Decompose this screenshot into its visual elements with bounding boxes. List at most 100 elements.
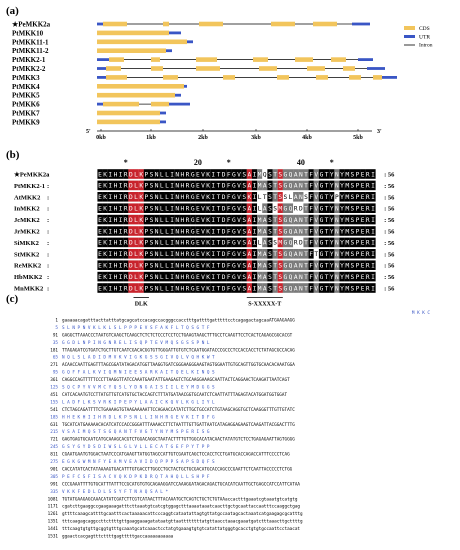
residue-cell bbox=[138, 180, 144, 191]
residue: A bbox=[263, 263, 267, 270]
residue: P bbox=[356, 285, 360, 292]
residue: Q bbox=[289, 171, 293, 178]
residue: G bbox=[232, 217, 236, 224]
residue-cell bbox=[241, 271, 247, 282]
residue-cell bbox=[308, 260, 314, 270]
residue: L bbox=[165, 228, 169, 235]
residue: K bbox=[206, 263, 210, 270]
residue-cell bbox=[210, 192, 216, 202]
residue-cell bbox=[360, 169, 366, 179]
residue-cell bbox=[334, 283, 340, 293]
residue: G bbox=[320, 194, 324, 201]
nucleotide-sequence: CTCTAGCAGATTTTCTGAAAAGTGTAAGAAAAATTCCAGA… bbox=[62, 407, 295, 413]
cds-exon bbox=[106, 75, 127, 80]
residue-cell bbox=[308, 237, 314, 248]
residue: G bbox=[232, 285, 236, 292]
residue-cell bbox=[118, 249, 124, 259]
residue: V bbox=[314, 263, 318, 270]
residue-cell bbox=[282, 169, 289, 179]
residue: I bbox=[211, 171, 215, 178]
residue: I bbox=[119, 285, 123, 292]
residue-cell bbox=[169, 169, 175, 179]
residue: I bbox=[253, 285, 257, 292]
residue-cell bbox=[190, 249, 196, 259]
gene-name: PtMKK7 bbox=[12, 110, 40, 118]
residue: A bbox=[263, 285, 267, 292]
residue-cell bbox=[102, 237, 108, 248]
kb-axis: 5' 3' 0kb 1kb 2kb 3kb 4kb 5kb bbox=[86, 129, 382, 141]
residue-cell bbox=[221, 214, 227, 225]
nucleotide-line: 991 CCCGAAATTTTGTGCATTTATTTCCGCATGTGTGCAG… bbox=[50, 481, 300, 487]
residue-cell bbox=[123, 283, 129, 293]
residue-cell bbox=[102, 169, 108, 179]
sequence-start-colon: : bbox=[47, 172, 49, 179]
residue-cell bbox=[298, 214, 304, 225]
residue: H bbox=[181, 171, 185, 178]
residue: I bbox=[371, 263, 375, 270]
cds-exon bbox=[277, 75, 289, 80]
residue-cell bbox=[184, 283, 191, 293]
residue-cell bbox=[251, 203, 258, 213]
residue: G bbox=[320, 263, 324, 270]
residue-cell bbox=[200, 260, 206, 270]
residue: D bbox=[222, 263, 226, 270]
residue-cell bbox=[236, 283, 242, 293]
residue: T bbox=[304, 217, 308, 224]
residue-cell bbox=[370, 237, 376, 248]
residue-cell bbox=[277, 271, 283, 282]
residue: Y bbox=[330, 171, 334, 178]
residue-cell bbox=[241, 192, 247, 202]
residue: T bbox=[325, 251, 329, 258]
amino-acid-sequence: G Q F F A L K V I Q M N I E E S A R K A … bbox=[62, 370, 215, 376]
residue: I bbox=[119, 194, 123, 201]
residue-cell bbox=[215, 203, 222, 213]
residue: R bbox=[124, 263, 128, 270]
residue: S bbox=[273, 206, 277, 213]
residue-cell bbox=[215, 260, 222, 270]
residue: I bbox=[253, 206, 257, 213]
residue-cell bbox=[329, 226, 335, 236]
residue-cell bbox=[107, 260, 113, 270]
residue-cell bbox=[179, 271, 186, 282]
residue-cell bbox=[344, 226, 350, 236]
nucleotide-sequence: ACAACCAATTGAGTTTAGCGGATATAGACATGGTTAAGGT… bbox=[62, 362, 295, 368]
residue: S bbox=[242, 228, 246, 235]
residue-cell bbox=[148, 180, 155, 191]
residue: T bbox=[325, 285, 329, 292]
residue-cell bbox=[112, 226, 119, 236]
residue-cell bbox=[102, 203, 108, 213]
residue-cell bbox=[349, 283, 356, 293]
residue: N bbox=[335, 206, 339, 213]
nucleotide-sequence: tttcaagagcaggccttcttttgttgaaggaaagatataa… bbox=[62, 519, 303, 525]
residue-cell bbox=[339, 283, 345, 293]
residue-cell bbox=[128, 192, 134, 202]
cds-exon bbox=[97, 30, 169, 36]
residue: R bbox=[124, 285, 128, 292]
residue-cell bbox=[277, 180, 283, 191]
residue-cell bbox=[133, 226, 139, 236]
residue: S bbox=[268, 240, 272, 247]
sequence-end-position: : 56 bbox=[384, 194, 395, 201]
residue: Y bbox=[330, 217, 334, 224]
residue-cell bbox=[128, 226, 134, 236]
residue-cell bbox=[190, 260, 196, 270]
residue: K bbox=[103, 228, 107, 235]
residue: H bbox=[114, 171, 118, 178]
sequence-start-colon: : bbox=[47, 240, 49, 247]
residue-cell bbox=[210, 249, 216, 259]
nucleotide-sequence: CAGGCCAGTTTTTCCCTTAAGGTTATCCAAATGAATATTG… bbox=[62, 377, 290, 383]
residue: F bbox=[227, 228, 231, 235]
residue: Y bbox=[340, 285, 344, 292]
residue: G bbox=[232, 274, 236, 281]
residue-cell bbox=[349, 214, 356, 225]
residue: N bbox=[335, 171, 339, 178]
residue: R bbox=[366, 228, 370, 235]
residue-cell bbox=[354, 283, 361, 293]
residue-cell bbox=[97, 249, 103, 259]
residue-cell bbox=[164, 180, 170, 191]
residue: E bbox=[361, 217, 365, 224]
residue: S bbox=[242, 274, 246, 281]
amino-acid-sequence: S L N P N V K L K L S L P P P E V S F A … bbox=[62, 325, 210, 331]
line-position: 95 bbox=[53, 370, 59, 376]
residue-cell bbox=[118, 180, 124, 191]
